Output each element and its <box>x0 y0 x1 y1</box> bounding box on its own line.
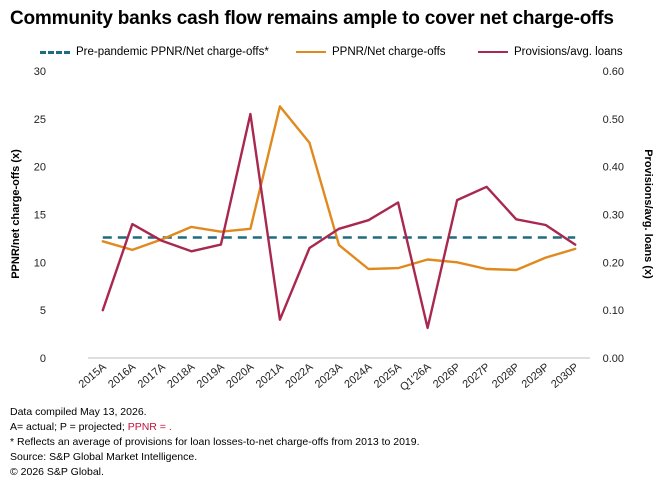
x-tick-label-2: 2017A <box>136 361 169 391</box>
x-tick-label-6: 2021A <box>254 361 287 391</box>
x-tick-label-14: 2028P <box>490 361 522 391</box>
series-line-ppnr-net-charge-offs <box>101 105 577 272</box>
right-tick-label-1: 0.10 <box>603 305 624 317</box>
x-tick-label-13: 2027P <box>460 361 492 391</box>
left-tick-label-1: 5 <box>40 305 46 317</box>
right-tick-label-2: 0.20 <box>603 257 624 269</box>
left-axis-ticks: 0 5 10 15 20 25 30 <box>34 66 46 365</box>
left-tick-label-6: 30 <box>34 66 46 78</box>
x-tick-label-12: 2026P <box>431 361 463 391</box>
x-axis-ticks: 2015A2016A2017A2018A2019A2020A2021A2022A… <box>77 361 582 394</box>
chart-notes: Data compiled May 13, 2026. A= actual; P… <box>10 405 420 480</box>
legend-label-provisions: Provisions/avg. loans <box>514 46 623 58</box>
right-tick-label-4: 0.40 <box>603 162 624 174</box>
legend-swatch-provisions <box>478 51 508 53</box>
x-tick-label-9: 2024A <box>342 361 375 391</box>
left-tick-label-3: 15 <box>34 210 46 222</box>
legend-item-baseline: Pre-pandemic PPNR/Net charge-offs* <box>40 43 269 61</box>
left-tick-label-0: 0 <box>40 353 46 365</box>
legend-label-baseline: Pre-pandemic PPNR/Net charge-offs* <box>76 46 269 58</box>
note-source: Source: S&P Global Market Intelligence. <box>10 451 198 463</box>
left-tick-label-2: 10 <box>34 257 46 269</box>
right-axis-label: Provisions/avg. loans (x) <box>642 149 654 279</box>
right-tick-label-6: 0.60 <box>603 66 624 78</box>
right-tick-label-0: 0.00 <box>603 353 624 365</box>
x-tick-label-0: 2015A <box>77 361 110 391</box>
x-tick-label-11: Q1'26A <box>398 361 434 394</box>
x-tick-label-1: 2016A <box>106 361 139 391</box>
legend-item-ppnr: PPNR/Net charge-offs <box>296 43 446 61</box>
legend-item-provisions: Provisions/avg. loans <box>478 43 623 61</box>
note-key-text: A= actual; P = projected; <box>10 421 128 433</box>
x-tick-label-7: 2022A <box>283 361 316 391</box>
x-tick-label-4: 2019A <box>195 361 228 391</box>
note-footnote: * Reflects an average of provisions for … <box>10 436 420 448</box>
left-tick-label-4: 20 <box>34 162 46 174</box>
series-line-provisions-avg-loans <box>101 112 577 330</box>
left-tick-label-5: 25 <box>34 114 46 126</box>
x-tick-label-8: 2023A <box>313 361 346 391</box>
chart-title: Community banks cash flow remains ample … <box>10 8 614 29</box>
legend-swatch-baseline <box>40 50 70 54</box>
x-tick-label-16: 2030P <box>549 361 581 391</box>
chart-legend: Pre-pandemic PPNR/Net charge-offs* PPNR/… <box>0 43 660 63</box>
right-axis-ticks: 0.00 0.10 0.20 0.30 0.40 0.50 0.60 <box>603 66 624 365</box>
series-layer <box>101 105 577 330</box>
x-tick-label-15: 2029P <box>520 361 552 391</box>
note-ppnr-def: PPNR = . <box>127 421 172 433</box>
right-tick-label-3: 0.30 <box>603 210 624 222</box>
legend-swatch-ppnr <box>296 51 326 53</box>
note-date: Data compiled May 13, 2026. <box>10 406 147 418</box>
x-tick-label-5: 2020A <box>224 361 257 391</box>
note-copyright: © 2026 S&P Global. <box>10 466 104 478</box>
note-legend-key: A= actual; P = projected; PPNR = . <box>10 420 420 435</box>
left-axis-label: PPNR/net charge-offs (x) <box>10 149 22 279</box>
legend-label-ppnr: PPNR/Net charge-offs <box>332 46 446 58</box>
right-tick-label-5: 0.50 <box>603 114 624 126</box>
x-tick-label-3: 2018A <box>165 361 198 391</box>
